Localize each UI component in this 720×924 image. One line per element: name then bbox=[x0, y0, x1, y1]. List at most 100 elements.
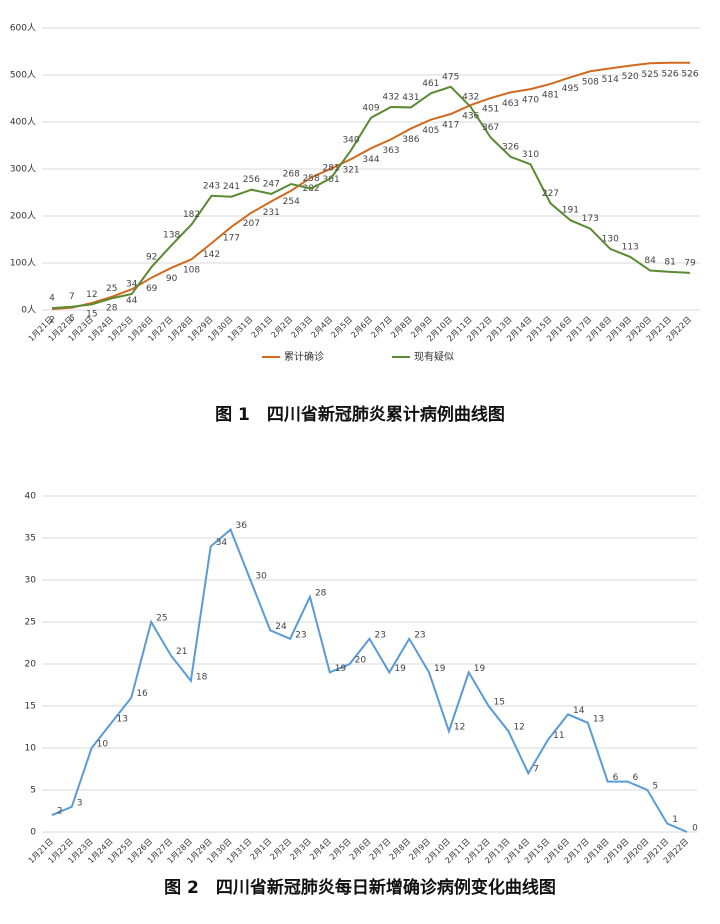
data-label: 23 bbox=[375, 630, 386, 640]
data-label: 4 bbox=[49, 294, 55, 304]
line bbox=[51, 61, 691, 311]
data-label: 84 bbox=[644, 256, 656, 266]
data-label: 254 bbox=[283, 197, 300, 207]
y-tick-label: 200人 bbox=[10, 211, 36, 222]
data-label: 19 bbox=[394, 664, 406, 674]
data-label: 363 bbox=[382, 146, 399, 156]
data-label: 21 bbox=[176, 647, 187, 657]
y-tick-label: 35 bbox=[25, 534, 36, 544]
chart-title: 图 2 四川省新冠肺炎每日新增确诊病例变化曲线图 bbox=[164, 877, 556, 898]
data-label: 7 bbox=[69, 292, 75, 302]
x-tick-label: 2月3日 bbox=[289, 315, 314, 340]
data-label: 310 bbox=[522, 150, 539, 160]
data-label: 6 bbox=[633, 773, 639, 783]
data-label: 28 bbox=[106, 303, 118, 313]
data-label: 1 bbox=[672, 815, 678, 825]
data-label: 431 bbox=[402, 93, 419, 103]
data-label: 247 bbox=[263, 179, 280, 189]
data-label: 34 bbox=[126, 280, 138, 290]
data-label: 36 bbox=[236, 521, 248, 531]
data-label: 30 bbox=[255, 572, 267, 582]
data-label: 451 bbox=[482, 105, 499, 115]
y-tick-label: 10 bbox=[25, 744, 37, 754]
data-label: 526 bbox=[681, 69, 698, 79]
data-label: 386 bbox=[402, 135, 419, 145]
y-tick-label: 30 bbox=[25, 576, 37, 586]
y-tick-label: 15 bbox=[25, 702, 36, 712]
x-tick-label: 2月5日 bbox=[329, 315, 354, 340]
data-label: 6 bbox=[613, 773, 619, 783]
data-label: 23 bbox=[414, 630, 425, 640]
data-label: 12 bbox=[86, 290, 97, 300]
data-label: 321 bbox=[342, 166, 359, 176]
data-label: 16 bbox=[136, 689, 148, 699]
data-label: 470 bbox=[522, 96, 539, 106]
data-label: 2 bbox=[57, 807, 63, 817]
data-label: 79 bbox=[684, 258, 696, 268]
data-label: 28 bbox=[315, 588, 327, 598]
data-label: 5 bbox=[652, 782, 658, 792]
data-label: 34 bbox=[216, 538, 228, 548]
y-tick-label: 20 bbox=[25, 660, 37, 670]
data-label: 301 bbox=[323, 175, 340, 185]
data-label: 25 bbox=[106, 284, 117, 294]
data-label: 81 bbox=[664, 257, 675, 267]
data-label: 461 bbox=[422, 79, 439, 89]
data-label: 436 bbox=[462, 112, 479, 122]
data-label: 5 bbox=[69, 314, 75, 324]
data-label: 231 bbox=[263, 208, 280, 218]
data-label: 495 bbox=[562, 84, 579, 94]
data-label: 409 bbox=[362, 103, 379, 113]
data-label: 481 bbox=[542, 90, 559, 100]
x-tick-label: 2月8日 bbox=[389, 315, 414, 340]
data-label: 3 bbox=[77, 798, 83, 808]
data-label: 207 bbox=[243, 219, 260, 229]
data-label: 281 bbox=[323, 163, 340, 173]
data-label: 405 bbox=[422, 126, 439, 136]
data-label: 191 bbox=[562, 206, 579, 216]
x-tick-label: 2月1日 bbox=[250, 315, 275, 340]
data-label: 182 bbox=[183, 210, 200, 220]
data-label: 142 bbox=[203, 250, 220, 260]
data-label: 241 bbox=[223, 182, 240, 192]
x-tick-label: 2月4日 bbox=[309, 315, 334, 340]
data-label: 514 bbox=[602, 75, 619, 85]
y-tick-label: 600人 bbox=[10, 23, 36, 34]
data-label: 92 bbox=[146, 252, 157, 262]
data-label: 15 bbox=[494, 698, 505, 708]
data-label: 19 bbox=[434, 664, 446, 674]
data-label: 432 bbox=[462, 92, 479, 102]
data-label: 173 bbox=[582, 214, 599, 224]
x-tick-label: 2月7日 bbox=[369, 315, 394, 340]
data-label: 432 bbox=[382, 92, 399, 102]
data-label: 20 bbox=[355, 656, 367, 666]
data-label: 508 bbox=[582, 78, 599, 88]
legend-label: 累计确诊 bbox=[284, 350, 324, 363]
data-label: 10 bbox=[97, 740, 109, 750]
data-label: 344 bbox=[362, 155, 379, 165]
data-label: 113 bbox=[622, 242, 639, 252]
data-label: 256 bbox=[243, 175, 260, 185]
data-label: 475 bbox=[442, 72, 459, 82]
data-label: 138 bbox=[163, 231, 180, 241]
data-label: 13 bbox=[593, 714, 604, 724]
x-tick-label: 2月2日 bbox=[270, 315, 295, 340]
data-label: 69 bbox=[146, 284, 158, 294]
data-label: 243 bbox=[203, 181, 220, 191]
data-label: 526 bbox=[661, 69, 678, 79]
y-tick-label: 5 bbox=[30, 786, 36, 796]
data-label: 417 bbox=[442, 121, 459, 131]
y-tick-label: 0 bbox=[30, 828, 36, 838]
data-label: 19 bbox=[474, 664, 486, 674]
data-label: 367 bbox=[482, 123, 499, 133]
data-label: 0 bbox=[692, 824, 698, 834]
y-tick-label: 100人 bbox=[10, 258, 36, 269]
line bbox=[51, 527, 688, 833]
data-label: 25 bbox=[156, 614, 167, 624]
y-tick-label: 300人 bbox=[10, 164, 36, 175]
y-tick-label: 400人 bbox=[10, 117, 36, 128]
data-label: 258 bbox=[303, 174, 320, 184]
y-tick-label: 25 bbox=[25, 618, 36, 628]
data-label: 23 bbox=[295, 630, 306, 640]
